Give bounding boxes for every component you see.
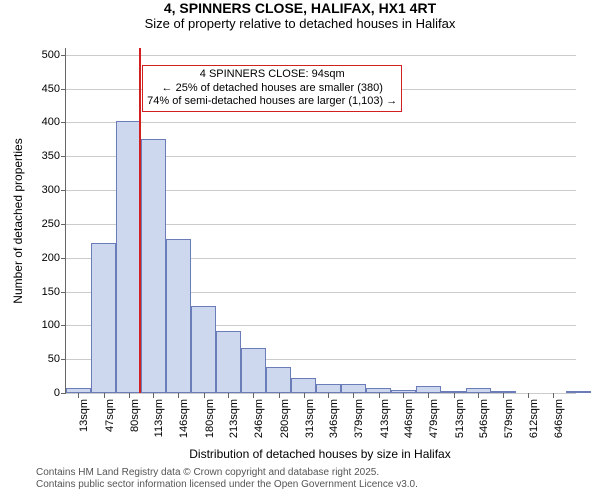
property-marker-line <box>139 48 141 393</box>
chart-container: 4, SPINNERS CLOSE, HALIFAX, HX1 4RT Size… <box>0 0 600 500</box>
gridline <box>66 393 576 394</box>
x-tick-mark <box>454 393 455 398</box>
x-tick-label: 646sqm <box>553 399 565 438</box>
y-tick-label: 50 <box>48 353 66 365</box>
y-tick-label: 300 <box>42 184 66 196</box>
y-tick-label: 100 <box>42 319 66 331</box>
x-tick-label: 113sqm <box>153 399 165 437</box>
x-tick-mark <box>503 393 504 398</box>
x-tick-mark <box>403 393 404 398</box>
histogram-bar <box>316 384 341 393</box>
chart-subtitle: Size of property relative to detached ho… <box>0 16 600 31</box>
x-tick-label: 280sqm <box>279 399 291 438</box>
histogram-bar <box>416 386 441 393</box>
x-tick-label: 479sqm <box>428 399 440 438</box>
copyright-line-2: Contains public sector information licen… <box>36 479 600 491</box>
x-tick-label: 346sqm <box>328 399 340 438</box>
x-tick-label: 379sqm <box>353 399 365 438</box>
x-tick-mark <box>304 393 305 398</box>
gridline <box>66 55 576 56</box>
histogram-bar <box>91 243 116 393</box>
y-tick-label: 500 <box>42 49 66 61</box>
x-tick-mark <box>328 393 329 398</box>
histogram-bar <box>291 378 316 393</box>
x-tick-label: 313sqm <box>304 399 316 438</box>
x-tick-label: 546sqm <box>478 399 490 438</box>
gridline <box>66 122 576 123</box>
x-tick-mark <box>178 393 179 398</box>
y-tick-label: 200 <box>42 252 66 264</box>
y-axis-label: Number of detached properties <box>11 138 25 303</box>
x-tick-mark <box>528 393 529 398</box>
y-tick-label: 450 <box>42 83 66 95</box>
x-tick-mark <box>104 393 105 398</box>
y-tick-label: 350 <box>42 150 66 162</box>
property-annotation: 4 SPINNERS CLOSE: 94sqm← 25% of detached… <box>142 65 402 112</box>
x-tick-mark <box>478 393 479 398</box>
x-tick-label: 579sqm <box>503 399 515 438</box>
copyright-line-1: Contains HM Land Registry data © Crown c… <box>36 467 600 479</box>
x-tick-mark <box>279 393 280 398</box>
histogram-bar <box>166 239 191 393</box>
x-tick-mark <box>228 393 229 398</box>
histogram-bar <box>266 367 291 393</box>
histogram-bar <box>191 306 216 393</box>
x-tick-mark <box>428 393 429 398</box>
chart-title: 4, SPINNERS CLOSE, HALIFAX, HX1 4RT <box>0 0 600 16</box>
x-tick-label: 612sqm <box>528 399 540 438</box>
x-tick-label: 246sqm <box>253 399 265 438</box>
x-axis-label: Distribution of detached houses by size … <box>189 447 450 461</box>
x-tick-mark <box>553 393 554 398</box>
x-tick-mark <box>129 393 130 398</box>
histogram-bar <box>216 331 241 393</box>
x-tick-mark <box>204 393 205 398</box>
x-tick-label: 213sqm <box>228 399 240 438</box>
x-tick-mark <box>78 393 79 398</box>
x-tick-label: 80sqm <box>129 399 141 432</box>
x-tick-mark <box>153 393 154 398</box>
y-tick-label: 400 <box>42 116 66 128</box>
x-tick-label: 47sqm <box>104 399 116 432</box>
x-tick-mark <box>353 393 354 398</box>
annotation-line-3: 74% of semi-detached houses are larger (… <box>147 95 397 109</box>
copyright-notice: Contains HM Land Registry data © Crown c… <box>0 467 600 491</box>
histogram-bar <box>341 384 366 393</box>
annotation-line-1: 4 SPINNERS CLOSE: 94sqm <box>147 68 397 82</box>
x-tick-label: 413sqm <box>379 399 391 438</box>
x-tick-label: 180sqm <box>204 399 216 438</box>
x-tick-label: 513sqm <box>454 399 466 438</box>
plot-area: 05010015020025030035040045050013sqm47sqm… <box>65 48 576 394</box>
y-tick-label: 150 <box>42 286 66 298</box>
histogram-bar <box>141 139 166 393</box>
x-tick-label: 446sqm <box>403 399 415 438</box>
histogram-bar <box>241 348 266 393</box>
x-tick-label: 146sqm <box>178 399 190 438</box>
histogram-bar <box>566 391 591 393</box>
y-tick-label: 0 <box>54 387 66 399</box>
x-tick-label: 13sqm <box>78 399 90 432</box>
x-tick-mark <box>253 393 254 398</box>
histogram-bar <box>116 121 141 393</box>
y-tick-label: 250 <box>42 218 66 230</box>
annotation-line-2: ← 25% of detached houses are smaller (38… <box>147 82 397 96</box>
x-tick-mark <box>379 393 380 398</box>
